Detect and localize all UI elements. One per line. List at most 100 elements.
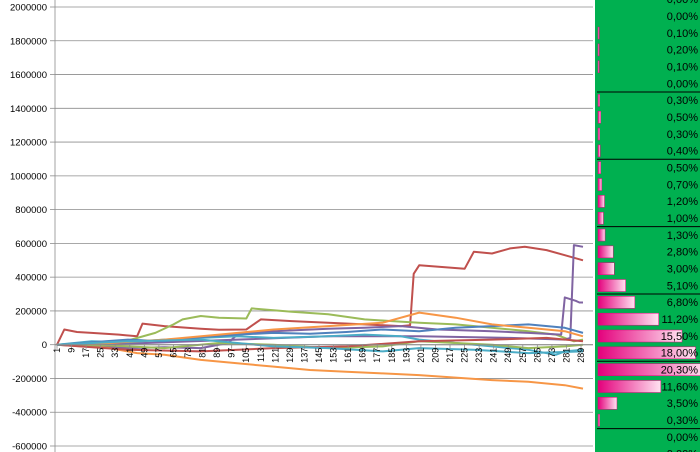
percent-bars xyxy=(597,26,700,427)
y-tick-label: -600000 xyxy=(12,442,47,452)
percent-label: 0,10% xyxy=(667,28,698,40)
line-chart: 2000000180000016000001400000120000010000… xyxy=(10,0,595,452)
x-tick-label: 209 xyxy=(430,348,440,363)
y-tick-label: 600000 xyxy=(15,239,47,250)
percent-label: 3,00% xyxy=(667,263,698,275)
percent-label: 3,50% xyxy=(667,398,698,410)
y-tick-label: 400000 xyxy=(15,273,47,284)
percent-bar xyxy=(597,195,605,208)
percent-label: 20,30% xyxy=(661,364,699,376)
percent-bar xyxy=(597,397,618,410)
y-tick-label: -400000 xyxy=(12,408,47,419)
percent-bar xyxy=(597,127,600,141)
x-tick-label: 153 xyxy=(329,348,339,363)
percent-label: 0,30% xyxy=(667,129,698,141)
percent-bar xyxy=(597,161,601,174)
series-line-2 xyxy=(56,307,584,346)
percent-bar xyxy=(597,43,600,57)
percent-bar xyxy=(597,296,636,309)
percent-bar xyxy=(597,178,603,191)
series-line-9 xyxy=(56,340,584,350)
x-tick-label: 289 xyxy=(576,348,586,363)
percent-bar xyxy=(597,262,615,275)
x-tick-label: 33 xyxy=(110,348,120,358)
x-tick-label: 273 xyxy=(547,348,557,363)
percent-bar xyxy=(597,329,683,343)
x-tick-label: 121 xyxy=(270,348,280,363)
percent-label: 0,70% xyxy=(667,179,698,191)
percent-label: 0,50% xyxy=(667,163,698,175)
percent-labels: 0,00% 0,00% 0,10% 0,20% 0,10% 0,00% 0,30% 0,50%… xyxy=(661,0,699,452)
percent-label: 2,80% xyxy=(667,247,698,259)
y-tick-label: 200000 xyxy=(15,306,47,317)
percent-label: 11,60% xyxy=(662,381,699,393)
x-tick-label: 1 xyxy=(52,348,62,353)
percent-bar xyxy=(597,110,601,124)
x-tick-label: 9 xyxy=(67,348,77,353)
percent-label: 0,00% xyxy=(667,449,698,452)
percent-panel-background xyxy=(595,0,700,452)
percent-bar xyxy=(597,279,626,292)
percent-bar xyxy=(597,60,600,73)
percent-label: 1,20% xyxy=(667,196,698,208)
x-tick-label: 49 xyxy=(139,348,149,358)
x-tick-label: 41 xyxy=(125,348,135,358)
series-line-1 xyxy=(56,245,584,346)
percent-label: 1,00% xyxy=(667,213,698,225)
x-tick-label: 161 xyxy=(343,348,353,363)
percent-bar xyxy=(597,413,600,427)
x-tick-label: 89 xyxy=(212,348,222,358)
x-tick-label: 193 xyxy=(401,348,411,363)
x-tick-label: 233 xyxy=(474,348,484,363)
x-tick-label: 113 xyxy=(256,348,266,362)
series-line-10 xyxy=(56,336,584,353)
percent-label: 0,50% xyxy=(667,112,698,124)
series-lines xyxy=(56,244,584,390)
x-tick-label: 201 xyxy=(416,348,426,363)
percent-label: 0,20% xyxy=(667,45,698,57)
x-tick-label: 169 xyxy=(358,348,368,363)
percent-label: 18,00% xyxy=(661,348,699,360)
percent-label: 1,30% xyxy=(667,230,698,242)
percent-label: 0,00% xyxy=(667,78,698,90)
percent-label: 15,50% xyxy=(661,331,699,343)
x-tick-label: 105 xyxy=(241,348,251,363)
x-tick-label: 97 xyxy=(227,348,237,358)
percent-bar xyxy=(597,228,606,242)
percent-bar xyxy=(597,312,659,326)
percent-label: 5,10% xyxy=(667,280,698,292)
y-tick-label: 1800000 xyxy=(10,36,47,47)
x-tick-label: 17 xyxy=(81,348,91,358)
x-tick-label: 129 xyxy=(285,348,295,363)
x-tick-label: 81 xyxy=(198,348,208,358)
percent-bar xyxy=(597,26,600,40)
percent-label: 0,00% xyxy=(667,11,698,23)
y-tick-label: 1200000 xyxy=(10,138,47,149)
percent-label: 11,20% xyxy=(662,314,699,326)
x-tick-label: 241 xyxy=(489,348,499,363)
percent-bar-panel: 0,00% 0,00% 0,10% 0,20% 0,10% 0,00% 0,30% 0,50%… xyxy=(595,0,700,452)
percent-bar xyxy=(597,94,600,107)
percent-bar xyxy=(597,245,614,259)
percent-label: 0,30% xyxy=(667,415,698,427)
y-tick-label: 1400000 xyxy=(10,104,47,115)
percent-bar xyxy=(597,363,700,376)
y-tick-label: 1600000 xyxy=(10,70,47,81)
y-tick-label: 2000000 xyxy=(10,3,47,14)
percent-label: 6,80% xyxy=(667,297,698,309)
y-tick-labels: 2000000180000016000001400000120000010000… xyxy=(10,3,47,452)
x-axis: 1 9 17 25 33 41 49 57 65 73 81 89 97 105 113 121 129 137 1… xyxy=(52,344,593,363)
x-tick-label: 25 xyxy=(96,348,106,358)
percent-label: 0,10% xyxy=(667,62,698,74)
x-tick-label: 57 xyxy=(154,348,164,358)
x-tick-label: 177 xyxy=(372,348,382,363)
grid-lines xyxy=(50,0,593,452)
y-tick-label: 0 xyxy=(42,340,47,351)
x-tick-label: 65 xyxy=(168,348,178,358)
percent-bar xyxy=(597,144,601,158)
percent-bar xyxy=(597,346,696,360)
x-tick-label: 225 xyxy=(460,348,470,363)
x-tick-label: 145 xyxy=(314,348,324,363)
y-tick-label: -200000 xyxy=(12,374,47,385)
series-line-5 xyxy=(56,343,584,390)
